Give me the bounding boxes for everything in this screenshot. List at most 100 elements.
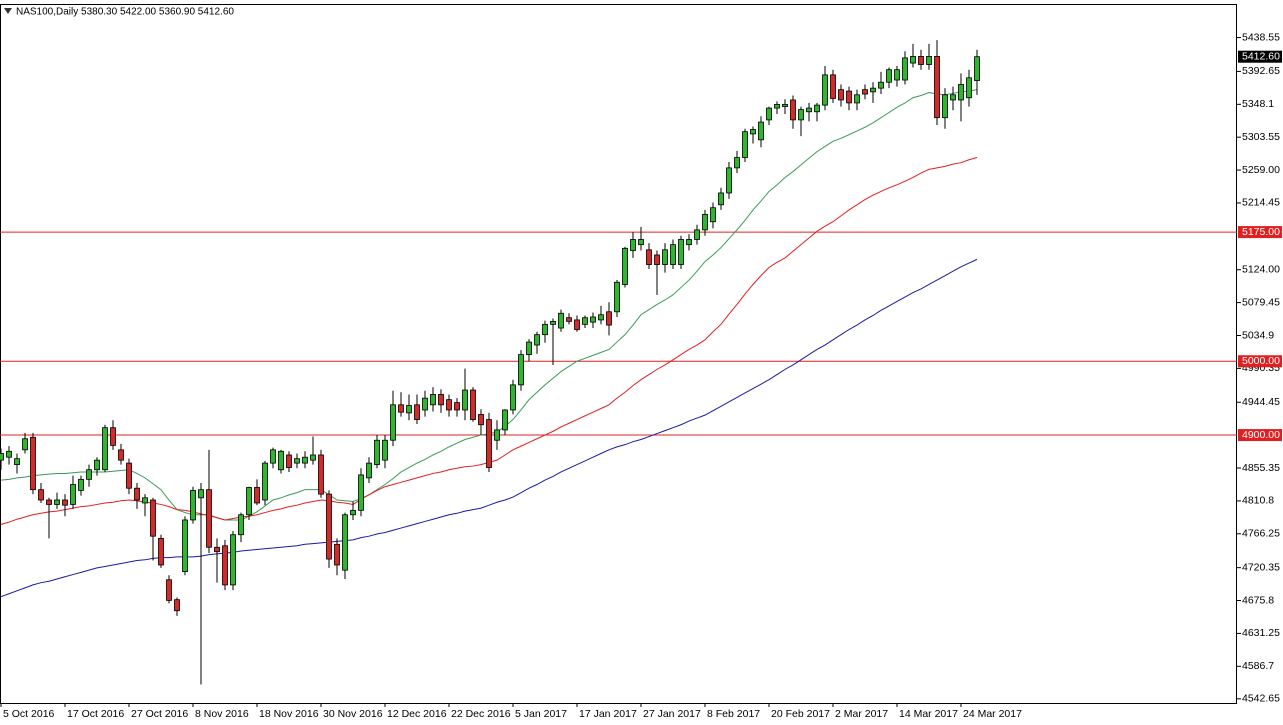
y-tick-label: 5259.00 bbox=[1242, 164, 1280, 176]
candle-body bbox=[854, 94, 860, 104]
last-price-tag bbox=[1238, 50, 1282, 63]
candle-body bbox=[822, 74, 828, 106]
y-tick-label: 5214.45 bbox=[1242, 197, 1280, 209]
candle-body bbox=[614, 281, 620, 313]
candle-body bbox=[510, 384, 516, 411]
candle-body bbox=[374, 439, 380, 465]
candle-body bbox=[718, 192, 724, 206]
level-tag bbox=[1238, 226, 1282, 239]
candle-body bbox=[30, 436, 36, 491]
candle-body bbox=[206, 489, 212, 548]
candle-body bbox=[502, 409, 508, 431]
candle-body bbox=[814, 104, 820, 113]
candle-body bbox=[302, 456, 308, 464]
candle-body bbox=[526, 341, 532, 356]
candle-body bbox=[926, 56, 932, 65]
candle-body bbox=[0, 453, 4, 461]
x-tick-label: 8 Nov 2016 bbox=[195, 708, 249, 720]
x-tick-label: 27 Oct 2016 bbox=[131, 708, 188, 720]
candle-body bbox=[326, 493, 332, 560]
y-tick-label: 4766.25 bbox=[1242, 528, 1280, 540]
candle-body bbox=[702, 213, 708, 231]
candle-body bbox=[318, 454, 324, 495]
plot-area bbox=[0, 40, 1237, 685]
candle-body bbox=[478, 413, 484, 426]
candle-body bbox=[246, 487, 252, 516]
candle-body bbox=[470, 389, 476, 420]
candle-body bbox=[886, 69, 892, 83]
y-tick-label: 4855.35 bbox=[1242, 462, 1280, 474]
title-icon bbox=[4, 8, 12, 14]
y-tick-label: 5303.55 bbox=[1242, 131, 1280, 143]
candle-body bbox=[238, 514, 244, 536]
candle-body bbox=[486, 419, 492, 468]
candle-body bbox=[382, 439, 388, 461]
x-tick-label: 27 Jan 2017 bbox=[643, 708, 701, 720]
candle-body bbox=[446, 399, 452, 411]
y-tick-label: 5348.1 bbox=[1242, 98, 1274, 110]
candle-body bbox=[334, 543, 340, 566]
candle-body bbox=[390, 404, 396, 441]
candle-body bbox=[22, 438, 28, 451]
y-tick-label: 5124.00 bbox=[1242, 264, 1280, 276]
candle-body bbox=[518, 354, 524, 386]
candle-body bbox=[918, 56, 924, 65]
candle-body bbox=[806, 107, 812, 113]
candle-body bbox=[910, 56, 916, 64]
candle-body bbox=[934, 56, 940, 119]
candle-body bbox=[582, 317, 588, 325]
candle-body bbox=[166, 579, 172, 601]
candle-body bbox=[46, 499, 52, 505]
candle-body bbox=[142, 497, 148, 504]
level-label: 5000.00 bbox=[1242, 355, 1280, 367]
x-tick-label: 5 Oct 2016 bbox=[3, 708, 55, 720]
last-price-label: 5412.60 bbox=[1242, 50, 1280, 62]
candle-body bbox=[342, 514, 348, 571]
candle-body bbox=[38, 489, 44, 501]
candle-body bbox=[974, 56, 980, 81]
candle-body bbox=[638, 239, 644, 246]
candle-body bbox=[102, 427, 108, 471]
x-tick-label: 14 Mar 2017 bbox=[899, 708, 958, 720]
candle-body bbox=[118, 449, 124, 461]
level-tag bbox=[1238, 355, 1282, 368]
x-tick-label: 24 Mar 2017 bbox=[963, 708, 1022, 720]
candle-body bbox=[262, 462, 268, 501]
level-tag bbox=[1238, 429, 1282, 442]
x-tick-label: 22 Dec 2016 bbox=[451, 708, 511, 720]
candle-body bbox=[422, 397, 428, 411]
candle-body bbox=[438, 394, 444, 406]
candle-body bbox=[870, 87, 876, 93]
y-tick-label: 5034.9 bbox=[1242, 329, 1274, 341]
candle-body bbox=[14, 458, 20, 465]
candle-body bbox=[950, 94, 956, 101]
level-label: 4900.00 bbox=[1242, 429, 1280, 441]
candle-body bbox=[902, 57, 908, 81]
candle-body bbox=[590, 316, 596, 323]
y-tick-label: 4720.35 bbox=[1242, 561, 1280, 573]
candle-body bbox=[294, 458, 300, 464]
y-tick-label: 4675.8 bbox=[1242, 594, 1274, 606]
candle-body bbox=[134, 487, 140, 501]
candle-body bbox=[654, 254, 660, 265]
candle-body bbox=[190, 490, 196, 521]
candle-body bbox=[54, 499, 60, 505]
candle-body bbox=[350, 509, 356, 516]
candle-body bbox=[630, 239, 636, 251]
candle-body bbox=[254, 487, 260, 504]
candle-body bbox=[198, 489, 204, 499]
candle-body bbox=[790, 99, 796, 121]
x-tick-label: 5 Jan 2017 bbox=[515, 708, 567, 720]
candle-body bbox=[766, 107, 772, 121]
candle-body bbox=[94, 459, 100, 471]
y-tick-label: 5392.65 bbox=[1242, 65, 1280, 77]
candle-body bbox=[798, 109, 804, 121]
candle-body bbox=[726, 167, 732, 194]
candle-body bbox=[710, 207, 716, 223]
candle-body bbox=[566, 317, 572, 322]
x-tick-label: 18 Nov 2016 bbox=[259, 708, 319, 720]
candle-body bbox=[606, 311, 612, 326]
candle-body bbox=[222, 545, 228, 586]
candle-body bbox=[678, 239, 684, 265]
